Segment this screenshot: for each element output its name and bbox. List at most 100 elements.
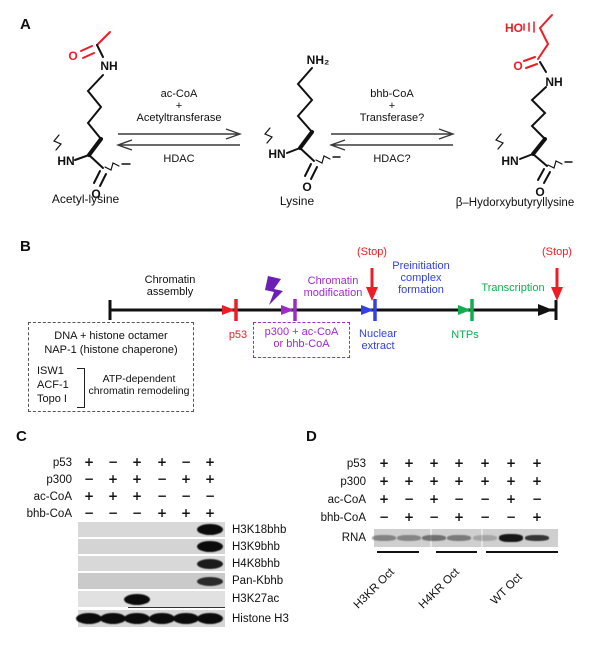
reaction2-enzyme: Transferase?	[359, 112, 425, 124]
condition-cell: +	[403, 510, 415, 524]
carboxyl-double-bond	[93, 170, 107, 187]
condition-cell: −	[131, 506, 143, 520]
lysine-side-chain	[296, 67, 314, 133]
condition-cell: +	[131, 472, 143, 486]
reaction2-reverse-enzyme: HDAC?	[373, 153, 411, 165]
condition-cell: −	[479, 510, 491, 524]
bhb-chain	[537, 27, 550, 60]
condition-cell: +	[156, 455, 168, 469]
condition-cell: +	[505, 492, 517, 506]
condition-row-label: ac-CoA	[33, 491, 72, 503]
condition-cell: +	[204, 455, 216, 469]
structure-name-acetyl-lysine: Acetyl-lysine	[51, 192, 120, 206]
group-label: WT Oct	[488, 571, 525, 608]
assembly-components-box: DNA + histone octamer NAP-1 (histone cha…	[28, 322, 194, 412]
alpha-carbon-wedge	[87, 137, 103, 157]
lysine-side-chain	[86, 74, 104, 140]
gel-strip	[78, 522, 225, 537]
condition-row-label: p300	[340, 476, 366, 488]
equilibrium-arrows	[329, 128, 455, 151]
condition-cell: +	[378, 456, 390, 470]
assembly-box-line1: DNA + histone octamer	[54, 330, 168, 342]
p300-arrowhead-icon	[281, 305, 294, 315]
group-underline	[436, 551, 477, 553]
condition-cell: +	[479, 474, 491, 488]
lysine-structure: NH₂ HN O	[264, 53, 341, 194]
lightning-bolt-icon	[265, 276, 283, 305]
gel-band	[173, 613, 199, 624]
chain-squiggle	[547, 160, 563, 169]
stop-label-1: (Stop)	[357, 246, 387, 258]
gel-band	[499, 534, 523, 542]
condition-cell: +	[479, 456, 491, 470]
gel-band	[76, 613, 102, 624]
condition-cell: −	[428, 510, 440, 524]
ntps-arrowhead-icon	[458, 305, 471, 315]
gel-band	[124, 593, 150, 605]
condition-cell: +	[531, 510, 543, 524]
condition-cell: +	[204, 506, 216, 520]
factor-acf1: ACF-1	[37, 379, 69, 391]
oxygen-atom-label: O	[535, 185, 544, 199]
condition-cell: −	[180, 455, 192, 469]
condition-cell: +	[107, 489, 119, 503]
structure-name-bhb-lysine: β–Hydorxybutyryllysine	[455, 197, 575, 209]
condition-row-label: bhb-CoA	[320, 512, 366, 524]
alpha-carbon-wedge	[298, 130, 314, 150]
condition-cell: +	[180, 472, 192, 486]
gel-band	[149, 613, 175, 624]
gel-band	[197, 541, 223, 552]
blot-label: Pan-Kbhb	[232, 575, 284, 587]
gel-band	[197, 524, 223, 535]
gel-strip	[78, 539, 225, 554]
reaction1-enzyme: Acetyltransferase	[136, 112, 222, 124]
addition-label-nuclear-extract: Nuclear extract	[359, 328, 397, 352]
reaction1-cofactor: ac-CoA	[160, 88, 198, 100]
hn-atom-label: HN	[501, 154, 518, 168]
condition-cell: +	[428, 492, 440, 506]
condition-cell: +	[505, 456, 517, 470]
condition-cell: +	[428, 456, 440, 470]
blot-label: H3K18bhb	[232, 523, 287, 536]
lysine-side-chain	[530, 86, 547, 140]
stop-arrow-icon	[366, 287, 378, 301]
addition-label-p53: p53	[228, 329, 248, 341]
condition-cell: +	[204, 472, 216, 486]
nh-atom-label: NH	[100, 59, 117, 73]
stage-label-preinitiation: Preinitiation complex formation	[392, 260, 450, 296]
blot-label: Histone H3	[232, 612, 289, 625]
gel-seam	[481, 529, 483, 547]
condition-cell: +	[453, 456, 465, 470]
condition-cell: +	[107, 472, 119, 486]
gel-artifact-line	[128, 606, 225, 608]
stereo-hash-bond	[523, 21, 535, 33]
panel-a-letter: A	[20, 16, 31, 33]
condition-cell: −	[505, 510, 517, 524]
condition-cell: +	[531, 474, 543, 488]
panel-d-letter: D	[306, 428, 317, 445]
group-label: H3KR Oct	[351, 566, 397, 612]
condition-cell: +	[403, 474, 415, 488]
condition-cell: −	[204, 489, 216, 503]
condition-row-label: p53	[52, 457, 72, 469]
condition-cell: +	[131, 455, 143, 469]
remodeling-label: ATP-dependent chromatin remodeling	[88, 373, 190, 397]
hn-atom-label: HN	[268, 147, 285, 161]
ho-atom-label: HO	[505, 21, 523, 35]
oxygen-atom-label: O	[91, 187, 100, 200]
reaction2-cofactor: bhb-CoA	[370, 88, 414, 100]
condition-cell: +	[83, 455, 95, 469]
backbone-squiggle	[53, 134, 62, 151]
experiment-timeline	[108, 268, 563, 321]
condition-cell: −	[453, 492, 465, 506]
condition-row-label: p300	[46, 474, 72, 486]
equilibrium-arrows	[116, 128, 242, 151]
group-underline	[486, 551, 558, 553]
addition-label-p300: p300 + ac-CoA or bhb-CoA	[264, 326, 339, 350]
panel-b-letter: B	[20, 238, 31, 255]
gel-strip	[78, 591, 225, 607]
condition-cell: +	[531, 456, 543, 470]
carboxyl-double-bond	[304, 163, 318, 180]
structure-name-lysine: Lysine	[279, 194, 315, 208]
blot-label: H4K8bhb	[232, 557, 280, 570]
